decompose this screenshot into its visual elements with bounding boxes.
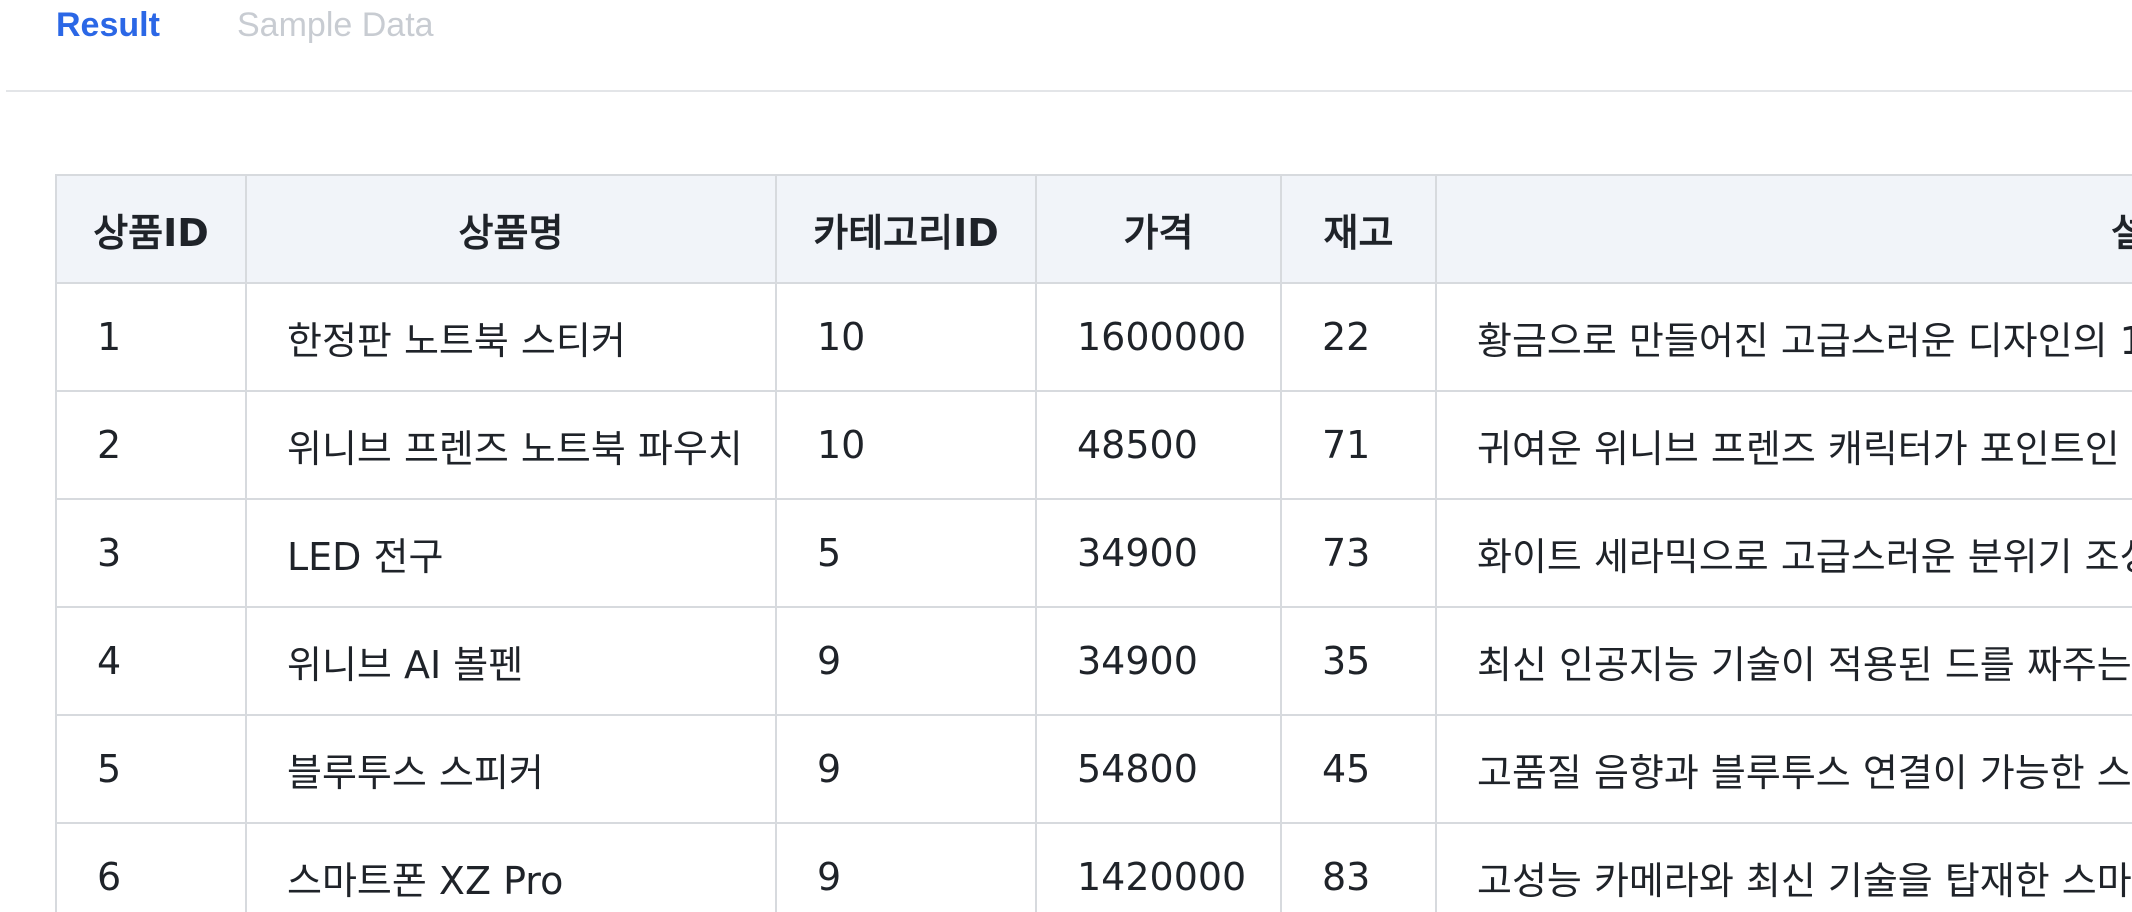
- result-table-container[interactable]: 상품ID 상품명 카테고리ID 가격 재고 설명 1 한정판 노트북 스티커 1…: [55, 174, 2132, 912]
- cell-stock: 45: [1280, 714, 1437, 824]
- cell-product-id: 3: [55, 498, 247, 608]
- table-row: 3 LED 전구 5 34900 73 화이트 세라믹으로 고급스러운 분위기 …: [55, 498, 2132, 608]
- cell-category-id: 10: [775, 390, 1037, 500]
- cell-product-name: 위니브 프렌즈 노트북 파우치: [245, 390, 777, 500]
- tab-result[interactable]: Result: [56, 6, 160, 44]
- column-header-description[interactable]: 설명: [1435, 174, 2132, 284]
- table-row: 1 한정판 노트북 스티커 10 1600000 22 황금으로 만들어진 고급…: [55, 282, 2132, 392]
- table-row: 4 위니브 AI 볼펜 9 34900 35 최신 인공지능 기술이 적용된 드…: [55, 606, 2132, 716]
- cell-product-id: 5: [55, 714, 247, 824]
- cell-price: 54800: [1035, 714, 1282, 824]
- cell-description: 화이트 세라믹으로 고급스러운 분위기 조성: [1435, 498, 2132, 608]
- cell-price: 34900: [1035, 498, 1282, 608]
- table-row: 6 스마트폰 XZ Pro 9 1420000 83 고성능 카메라와 최신 기…: [55, 822, 2132, 912]
- tab-sample-data[interactable]: Sample Data: [237, 6, 434, 44]
- column-header-stock[interactable]: 재고: [1280, 174, 1437, 284]
- cell-description: 최신 인공지능 기술이 적용된 드를 짜주는 스: [1435, 606, 2132, 716]
- cell-description: 황금으로 만들어진 고급스러운 디자인의 10: [1435, 282, 2132, 392]
- cell-product-name: 한정판 노트북 스티커: [245, 282, 777, 392]
- table-header-row: 상품ID 상품명 카테고리ID 가격 재고 설명: [55, 174, 2132, 284]
- table-row: 5 블루투스 스피커 9 54800 45 고품질 음향과 블루투스 연결이 가…: [55, 714, 2132, 824]
- cell-stock: 83: [1280, 822, 1437, 912]
- cell-stock: 22: [1280, 282, 1437, 392]
- cell-description: 고성능 카메라와 최신 기술을 탑재한 스마트: [1435, 822, 2132, 912]
- cell-product-id: 6: [55, 822, 247, 912]
- cell-description: 고품질 음향과 블루투스 연결이 가능한 스피: [1435, 714, 2132, 824]
- cell-price: 1420000: [1035, 822, 1282, 912]
- cell-product-id: 4: [55, 606, 247, 716]
- cell-description: 귀여운 위니브 프렌즈 캐릭터가 포인트인 노: [1435, 390, 2132, 500]
- cell-product-name: 위니브 AI 볼펜: [245, 606, 777, 716]
- cell-product-name: 스마트폰 XZ Pro: [245, 822, 777, 912]
- table-row: 2 위니브 프렌즈 노트북 파우치 10 48500 71 귀여운 위니브 프렌…: [55, 390, 2132, 500]
- cell-price: 1600000: [1035, 282, 1282, 392]
- cell-product-name: LED 전구: [245, 498, 777, 608]
- cell-price: 34900: [1035, 606, 1282, 716]
- cell-price: 48500: [1035, 390, 1282, 500]
- cell-category-id: 5: [775, 498, 1037, 608]
- column-header-product-id[interactable]: 상품ID: [55, 174, 247, 284]
- cell-product-id: 2: [55, 390, 247, 500]
- cell-stock: 71: [1280, 390, 1437, 500]
- cell-category-id: 10: [775, 282, 1037, 392]
- column-header-price[interactable]: 가격: [1035, 174, 1282, 284]
- cell-category-id: 9: [775, 606, 1037, 716]
- result-tabs: Result Sample Data: [6, 0, 2132, 92]
- cell-category-id: 9: [775, 714, 1037, 824]
- result-table: 상품ID 상품명 카테고리ID 가격 재고 설명 1 한정판 노트북 스티커 1…: [55, 174, 2132, 912]
- column-header-category-id[interactable]: 카테고리ID: [775, 174, 1037, 284]
- cell-product-id: 1: [55, 282, 247, 392]
- cell-category-id: 9: [775, 822, 1037, 912]
- cell-stock: 35: [1280, 606, 1437, 716]
- cell-product-name: 블루투스 스피커: [245, 714, 777, 824]
- cell-stock: 73: [1280, 498, 1437, 608]
- column-header-product-name[interactable]: 상품명: [245, 174, 777, 284]
